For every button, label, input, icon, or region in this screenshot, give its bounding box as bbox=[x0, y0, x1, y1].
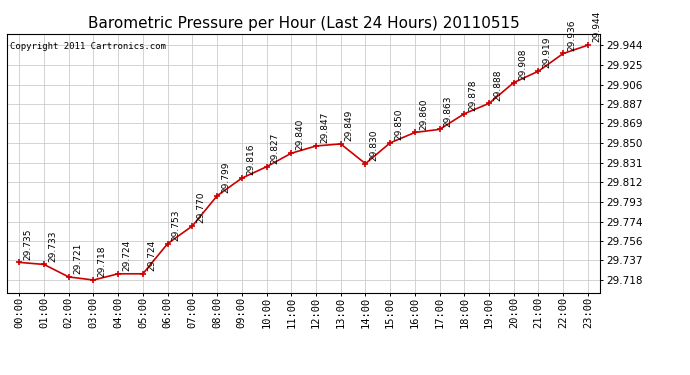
Text: 29.799: 29.799 bbox=[221, 162, 230, 193]
Text: 29.724: 29.724 bbox=[147, 240, 156, 271]
Text: 29.827: 29.827 bbox=[270, 133, 279, 164]
Text: 29.718: 29.718 bbox=[97, 246, 106, 277]
Text: 29.860: 29.860 bbox=[419, 98, 428, 130]
Text: Copyright 2011 Cartronics.com: Copyright 2011 Cartronics.com bbox=[10, 42, 166, 51]
Text: 29.830: 29.830 bbox=[370, 129, 379, 161]
Text: 29.770: 29.770 bbox=[197, 192, 206, 223]
Text: 29.888: 29.888 bbox=[493, 69, 502, 100]
Text: 29.721: 29.721 bbox=[73, 243, 82, 274]
Text: 29.849: 29.849 bbox=[345, 110, 354, 141]
Text: 29.908: 29.908 bbox=[518, 48, 527, 80]
Text: 29.847: 29.847 bbox=[320, 112, 329, 143]
Text: 29.878: 29.878 bbox=[469, 80, 477, 111]
Text: 29.936: 29.936 bbox=[567, 19, 576, 51]
Text: 29.863: 29.863 bbox=[444, 95, 453, 127]
Text: 29.944: 29.944 bbox=[592, 11, 601, 42]
Text: 29.753: 29.753 bbox=[172, 209, 181, 241]
Text: 29.733: 29.733 bbox=[48, 230, 57, 262]
Text: 29.919: 29.919 bbox=[542, 37, 551, 68]
Text: 29.735: 29.735 bbox=[23, 228, 32, 260]
Text: 29.724: 29.724 bbox=[122, 240, 131, 271]
Text: 29.816: 29.816 bbox=[246, 144, 255, 176]
Text: 29.840: 29.840 bbox=[295, 119, 304, 150]
Title: Barometric Pressure per Hour (Last 24 Hours) 20110515: Barometric Pressure per Hour (Last 24 Ho… bbox=[88, 16, 520, 31]
Text: 29.850: 29.850 bbox=[394, 109, 403, 140]
